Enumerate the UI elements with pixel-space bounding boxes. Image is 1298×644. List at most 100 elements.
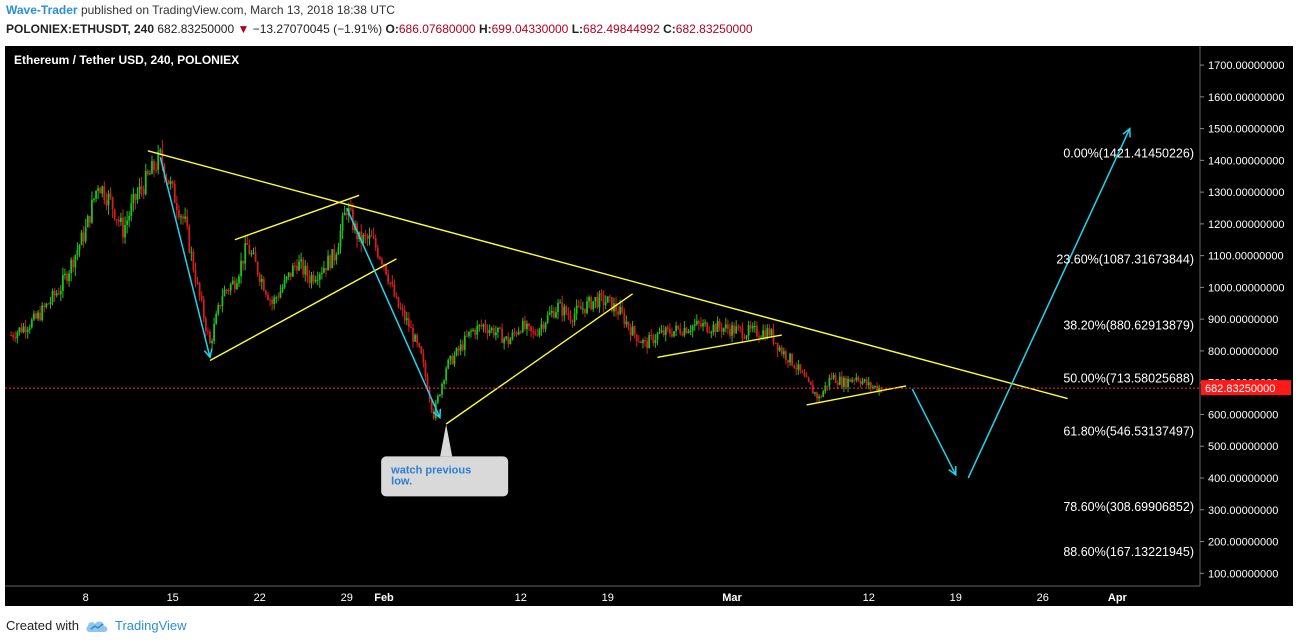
candle-body	[190, 251, 193, 253]
y-tick-label: 1200.00000000	[1208, 219, 1284, 231]
candle-body	[743, 338, 746, 340]
candle-body	[374, 238, 377, 248]
trendline[interactable]	[147, 150, 1068, 400]
candle-body	[623, 312, 626, 325]
x-tick-label: 12	[863, 592, 875, 604]
trendline[interactable]	[209, 258, 397, 362]
price-chart[interactable]: Ethereum / Tether USD, 240, POLONIEX 170…	[0, 42, 1298, 608]
candle-body	[557, 302, 559, 313]
candle-body	[51, 291, 54, 302]
y-tick-label: 900.00000000	[1208, 314, 1278, 326]
candle-body	[687, 331, 690, 334]
plot-area	[5, 46, 1200, 586]
candle-body	[685, 327, 688, 334]
candle-body	[142, 189, 145, 195]
candle-body	[323, 267, 325, 273]
candle-body	[664, 327, 667, 336]
candle-body	[320, 272, 323, 275]
fib-level-label: 88.60%(167.13221945)	[1063, 545, 1194, 559]
candle-body	[61, 275, 64, 292]
candle-body	[151, 160, 153, 174]
candle-body	[579, 306, 582, 310]
close-label: C:	[663, 22, 676, 36]
callout-text-line: watch previous	[390, 464, 471, 476]
candle-body	[691, 325, 694, 331]
projection-arrow[interactable]	[967, 129, 1130, 479]
y-tick-label: 100.00000000	[1208, 568, 1278, 580]
candle-body	[153, 160, 155, 170]
current-price-tag	[1201, 380, 1291, 396]
candle-body	[731, 325, 733, 336]
candle-body	[383, 264, 385, 266]
candle-body	[66, 273, 68, 282]
candle-body	[714, 324, 717, 332]
high-value: 699.04330000	[491, 22, 569, 36]
candle-body	[677, 325, 680, 329]
candle-body	[770, 329, 773, 336]
candle-body	[849, 378, 852, 382]
candle-body	[376, 247, 379, 258]
projection-arrow[interactable]	[346, 207, 440, 418]
candle-body	[175, 203, 178, 211]
trendline[interactable]	[806, 385, 907, 406]
candle-body	[869, 382, 872, 388]
high-label: H:	[478, 22, 492, 36]
candle-body	[499, 327, 501, 329]
candle-body	[333, 249, 336, 261]
candle-body	[646, 340, 649, 349]
candle-body	[637, 341, 640, 343]
candle-body	[602, 294, 605, 305]
candle-body	[519, 331, 522, 333]
candle-body	[704, 322, 707, 324]
candle-body	[830, 377, 833, 379]
projection-arrow[interactable]	[159, 156, 210, 357]
candle-body	[387, 274, 390, 283]
candle-body	[729, 328, 731, 336]
candle-body	[774, 342, 777, 344]
candle-body	[403, 310, 406, 321]
candle-body	[588, 297, 590, 302]
y-tick-label: 1500.00000000	[1208, 124, 1284, 136]
candle-body	[277, 297, 280, 299]
trendline[interactable]	[657, 334, 782, 358]
candle-body	[260, 278, 263, 283]
candle-body	[845, 377, 847, 388]
candle-body	[544, 322, 547, 329]
tradingview-link[interactable]: TradingView	[114, 618, 187, 633]
candle-body	[693, 324, 696, 326]
symbol-bar: POLONIEX:ETHUSDT, 240 682.83250000 ▼ −13…	[6, 22, 753, 36]
candle-body	[343, 212, 346, 216]
callout-box	[381, 456, 509, 497]
candle-body	[149, 173, 151, 175]
x-tick-label: Feb	[374, 592, 394, 604]
callout-text-line: low.	[391, 475, 412, 487]
candle-body	[540, 324, 543, 330]
candle-body	[573, 313, 576, 322]
candle-body	[662, 330, 665, 336]
candle-body	[215, 313, 218, 325]
candle-body	[439, 394, 441, 396]
candle-body	[165, 177, 168, 181]
candle-body	[851, 379, 854, 382]
trendline[interactable]	[445, 293, 634, 425]
candle-body	[316, 279, 319, 281]
projection-arrow[interactable]	[911, 388, 956, 475]
candle-body	[648, 335, 651, 349]
candle-body	[345, 212, 348, 216]
candle-body	[14, 337, 17, 339]
candle-body	[683, 327, 686, 336]
candle-body	[410, 326, 412, 329]
candle-body	[749, 325, 752, 329]
candle-body	[88, 215, 91, 223]
candle-body	[546, 314, 549, 323]
candle-body	[720, 327, 723, 332]
candle-body	[360, 231, 363, 244]
trendline[interactable]	[234, 194, 360, 241]
candle-body	[780, 347, 783, 355]
candle-body	[644, 340, 646, 342]
candle-body	[349, 208, 352, 210]
author-link[interactable]: Wave-Trader	[6, 3, 78, 17]
candle-body	[119, 217, 122, 222]
candle-body	[828, 377, 831, 387]
candle-body	[447, 359, 450, 369]
